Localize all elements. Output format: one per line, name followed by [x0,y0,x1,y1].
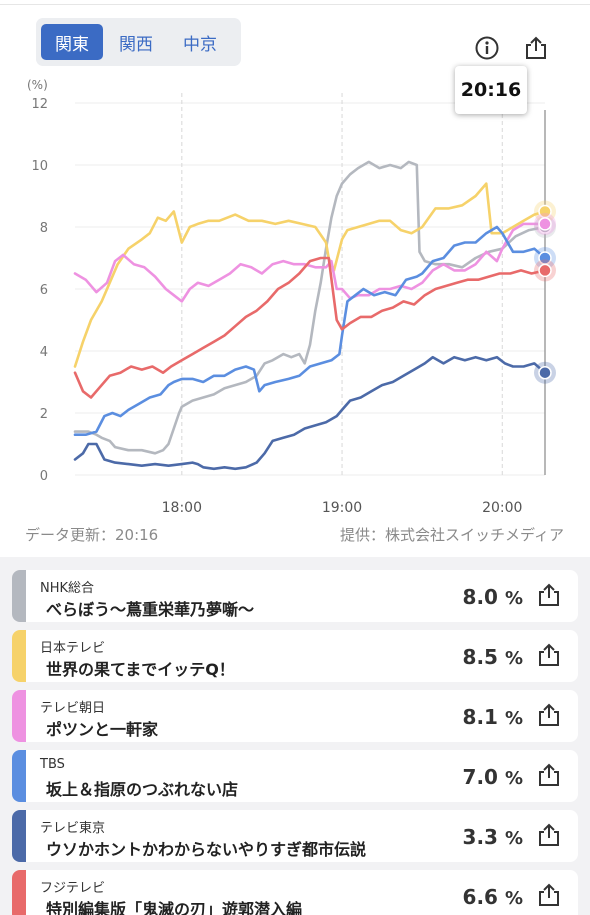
list-item[interactable]: テレビ朝日 ポツンと一軒家 8.1 % [12,690,578,742]
series-line [73,225,547,436]
channel-name: 日本テレビ [40,641,106,656]
x-tick-label: 19:00 [322,500,362,516]
rating-value: 8.5 % [462,645,523,669]
end-point [538,365,552,380]
y-tick-label: 12 [31,97,48,112]
list-item[interactable]: テレビ東京 ウソかホントかわからないやりすぎ都市伝説 3.3 % [12,810,578,862]
cursor-time-tooltip: 20:16 [455,66,527,114]
channel-color-bar [12,750,26,802]
x-tick-label: 20:00 [482,500,522,516]
rating-value: 7.0 % [462,765,523,789]
rating-value: 6.6 % [462,885,523,909]
series-line [73,222,547,303]
rating-value: 3.3 % [462,825,523,849]
y-tick-label: 6 [40,283,48,298]
rating-value: 8.1 % [462,705,523,729]
channel-name: フジテレビ [40,881,106,896]
series-line [73,256,547,399]
channel-color-bar [12,690,26,742]
x-tick-label: 18:00 [162,500,202,516]
program-title: 坂上＆指原のつぶれない店 [46,780,239,799]
top-divider [0,4,590,5]
program-list: NHK総合 べらぼう～蔦重栄華乃夢噺～ 8.0 % 日本テレビ 世界の果てまでイ… [0,557,590,915]
channel-name: NHK総合 [40,581,95,596]
share-icon[interactable] [536,822,562,848]
end-point [538,217,552,231]
list-item[interactable]: TBS 坂上＆指原のつぶれない店 7.0 % [12,750,578,802]
list-item[interactable]: フジテレビ 特別編集版「鬼滅の刃」遊郭潜入編 6.6 % [12,870,578,915]
y-axis-label: (%) [27,78,48,92]
region-tabs: 関東 関西 中京 [36,18,241,66]
series-line [73,182,547,368]
channel-name: テレビ朝日 [40,701,106,716]
series-line [73,355,547,471]
share-icon[interactable] [536,642,562,668]
channel-color-bar [12,570,26,622]
share-icon[interactable] [536,762,562,788]
series-line [73,160,547,455]
y-tick-label: 8 [40,221,48,236]
channel-name: TBS [40,757,65,772]
share-icon[interactable] [536,702,562,728]
info-icon[interactable] [473,34,501,62]
channel-name: テレビ東京 [40,821,106,836]
provider-label: 提供：株式会社スイッチメディア [340,526,564,544]
program-title: べらぼう～蔦重栄華乃夢噺～ [46,600,255,619]
channel-color-bar [12,810,26,862]
tab-kanto[interactable]: 関東 [41,24,103,60]
channel-color-bar [12,630,26,682]
y-tick-label: 0 [40,469,48,484]
share-icon[interactable] [522,34,550,62]
rating-value: 8.0 % [462,585,523,609]
program-title: 世界の果てまでイッテQ！ [46,660,235,679]
tab-chukyo[interactable]: 中京 [183,34,217,55]
tab-kansai[interactable]: 関西 [119,34,153,55]
program-title: 特別編集版「鬼滅の刃」遊郭潜入編 [46,900,303,915]
channel-color-bar [12,870,26,915]
list-item[interactable]: 日本テレビ 世界の果てまでイッテQ！ 8.5 % [12,630,578,682]
list-item[interactable]: NHK総合 べらぼう～蔦重栄華乃夢噺～ 8.0 % [12,570,578,622]
share-icon[interactable] [536,582,562,608]
y-tick-label: 2 [40,407,48,422]
y-tick-label: 4 [40,345,48,360]
end-point [538,263,552,278]
data-updated-label: データ更新：20:16 [25,526,159,544]
y-tick-label: 10 [31,159,48,174]
program-title: ウソかホントかわからないやりすぎ都市伝説 [46,840,367,859]
program-title: ポツンと一軒家 [46,720,159,739]
ratings-chart: 0 2 4 6 8 10 12 (%) 18:00 19:00 20:00 [27,78,556,516]
share-icon[interactable] [536,882,562,908]
